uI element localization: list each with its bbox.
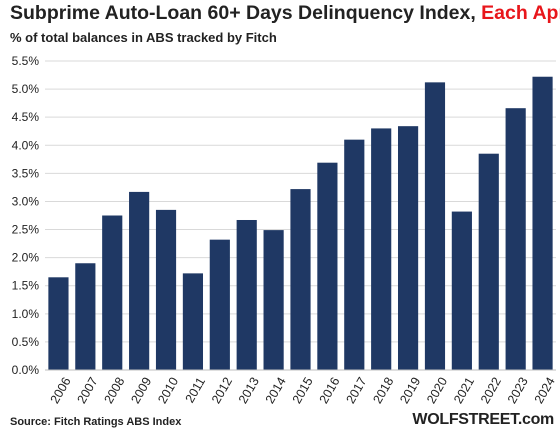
- x-axis-tick-labels: 2006 2007 2008 2009 2010 2011 2012 2013 2014 2015…: [48, 375, 558, 406]
- bar-2013: [236, 219, 257, 370]
- x-tick-label: 2009: [128, 375, 154, 406]
- x-tick-label: 2020: [424, 375, 450, 406]
- chart-title-highlight: Each April: [481, 2, 560, 24]
- chart-subtitle: % of total balances in ABS tracked by Fi…: [10, 30, 277, 45]
- x-tick-label: 2011: [183, 375, 209, 405]
- x-tick-label: 2024: [532, 375, 558, 406]
- y-tick-label: 3.0%: [12, 194, 40, 208]
- bar-2006: [48, 277, 69, 370]
- x-tick-label: 2006: [48, 375, 74, 406]
- x-tick-label: 2022: [478, 375, 504, 406]
- bar-2015: [290, 189, 311, 370]
- bar-2007: [75, 263, 96, 370]
- y-tick-label: 2.5%: [12, 223, 40, 237]
- bar-2011: [182, 273, 204, 370]
- bar-2008: [102, 215, 123, 370]
- y-tick-label: 1.0%: [12, 307, 40, 321]
- x-tick-label: 2015: [290, 375, 316, 406]
- x-tick-label: 2017: [343, 375, 369, 406]
- bar-2023: [505, 108, 526, 371]
- y-tick-label: 2.0%: [12, 251, 40, 265]
- bar-2018: [371, 128, 392, 370]
- bar-2010: [155, 209, 177, 370]
- bar-2017: [344, 139, 365, 370]
- x-tick-label: 2008: [101, 375, 127, 406]
- bars: [48, 76, 553, 371]
- x-tick-label: 2007: [75, 375, 101, 406]
- bar-2020: [424, 82, 446, 370]
- bar-2016: [317, 162, 338, 370]
- x-tick-label: 2016: [317, 375, 343, 406]
- x-tick-label: 2010: [155, 375, 181, 406]
- y-tick-label: 4.0%: [12, 138, 40, 152]
- bar-2021: [451, 211, 472, 370]
- x-tick-label: 2021: [451, 375, 477, 406]
- x-tick-label: 2014: [263, 375, 289, 406]
- brand-watermark: WOLFSTREET.com: [412, 411, 554, 428]
- bar-2012: [209, 239, 230, 370]
- chart-title-main: Subprime Auto-Loan 60+ Days Delinquency …: [10, 2, 482, 24]
- y-tick-label: 5.0%: [12, 82, 40, 96]
- x-tick-label: 2023: [505, 375, 531, 406]
- bar-2022: [478, 153, 499, 370]
- x-tick-label: 2012: [209, 375, 235, 406]
- bar-2014: [263, 230, 284, 370]
- y-tick-label: 4.5%: [12, 110, 40, 124]
- y-tick-label: 0.0%: [12, 363, 40, 377]
- chart-title: Subprime Auto-Loan 60+ Days Delinquency …: [10, 2, 560, 25]
- x-tick-label: 2019: [397, 375, 423, 406]
- bar-2009: [129, 191, 150, 370]
- x-tick-label: 2013: [236, 375, 262, 406]
- x-tick-label: 2018: [370, 375, 396, 406]
- bar-2024: [532, 76, 553, 371]
- bar-2019: [397, 126, 419, 371]
- y-axis-tick-labels: 0.0% 0.5% 1.0% 1.5% 2.0% 2.5% 3.0% 3.5% 4.0% 4.5%…: [12, 54, 40, 377]
- y-tick-label: 1.5%: [12, 279, 40, 293]
- y-tick-label: 5.5%: [12, 54, 40, 68]
- y-tick-label: 3.5%: [12, 166, 40, 180]
- source-note: Source: Fitch Ratings ABS Index: [10, 416, 182, 428]
- y-tick-label: 0.5%: [12, 335, 40, 349]
